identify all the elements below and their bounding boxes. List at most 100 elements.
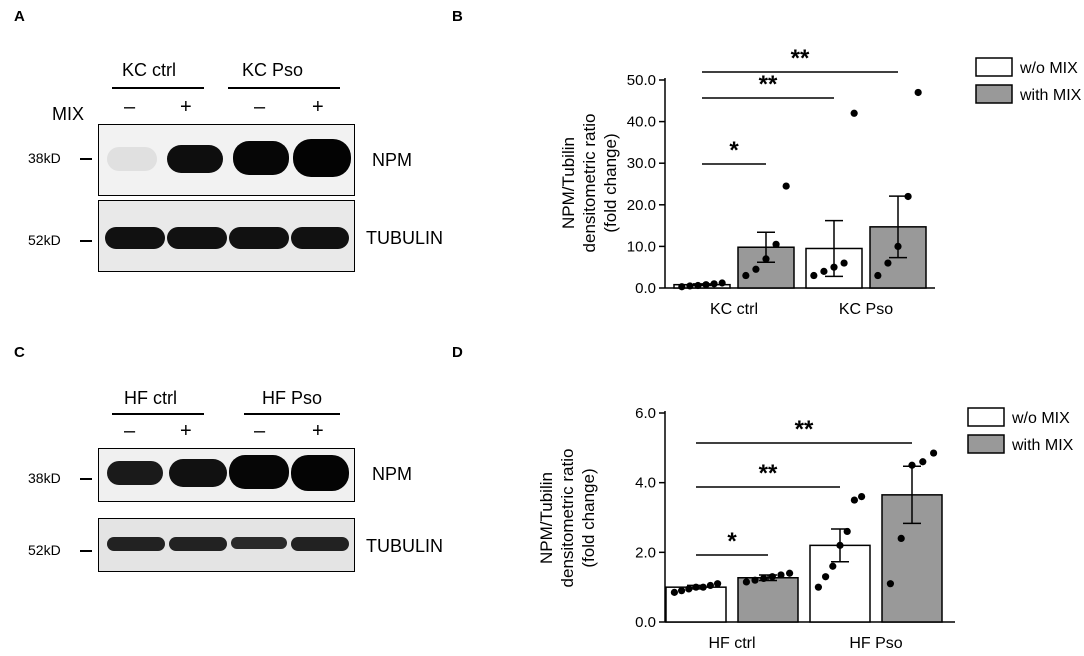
legend-swatch <box>967 407 1005 427</box>
data-point <box>930 449 938 457</box>
data-point <box>850 496 859 504</box>
band <box>233 141 289 175</box>
data-point <box>919 458 927 466</box>
y-axis-label: (fold change) <box>579 468 598 567</box>
blot-tubulin-kc <box>98 200 355 272</box>
sign-plus: + <box>312 420 324 442</box>
band <box>291 227 349 249</box>
data-point <box>814 583 823 591</box>
group-label-kc-pso: KC Pso <box>242 60 304 80</box>
legend-swatch <box>975 84 1013 104</box>
band <box>167 227 227 249</box>
data-point <box>897 534 905 543</box>
panel-letter-b: B <box>452 8 463 25</box>
y-tick-label: 0.0 <box>635 280 656 297</box>
data-point <box>685 585 693 593</box>
y-tick-label: 6.0 <box>635 405 656 422</box>
legend-swatch <box>975 57 1013 77</box>
group-underline-kc-pso <box>228 87 340 89</box>
x-tick-label: HF Pso <box>849 635 902 652</box>
x-tick-label: KC ctrl <box>710 301 758 318</box>
y-axis-label: densitometric ratio <box>558 449 577 588</box>
y-tick-label: 50.0 <box>627 72 656 89</box>
panel-letter-c: C <box>14 344 25 361</box>
panel-letter-d: D <box>452 344 463 361</box>
y-axis-label: NPM/Tubilin <box>537 472 556 564</box>
y-axis-label: NPM/Tubilin <box>559 137 578 229</box>
x-tick-label: KC Pso <box>839 301 893 318</box>
data-point <box>904 192 912 201</box>
y-axis-label: (fold change) <box>601 133 620 232</box>
data-point <box>836 541 844 549</box>
significance-label: * <box>729 137 739 164</box>
group-underline-hf-ctrl <box>112 413 204 415</box>
group-underline-hf-pso <box>244 413 340 415</box>
data-point <box>710 280 718 288</box>
treatment-label-mix: MIX <box>52 104 85 124</box>
band <box>231 537 287 549</box>
data-point <box>786 569 794 577</box>
blot-npm-hf <box>98 448 355 502</box>
band <box>107 537 165 551</box>
sign-minus: – <box>124 420 136 442</box>
data-point <box>699 583 707 591</box>
legend-swatch <box>967 434 1005 454</box>
data-point <box>884 259 892 267</box>
band <box>293 139 351 177</box>
data-point <box>670 588 679 596</box>
y-tick-label: 0.0 <box>635 614 656 631</box>
data-point <box>678 283 686 291</box>
y-tick-label: 4.0 <box>635 475 656 492</box>
band <box>107 461 163 485</box>
data-point <box>692 583 700 591</box>
data-point <box>810 271 818 280</box>
y-tick-label: 10.0 <box>627 238 656 255</box>
data-point <box>843 527 851 536</box>
data-point <box>840 259 848 267</box>
data-point <box>914 88 922 97</box>
sign-minus: – <box>124 96 136 118</box>
data-point <box>858 493 866 501</box>
data-point <box>742 578 751 586</box>
data-point <box>782 182 790 190</box>
band <box>107 147 157 171</box>
data-point <box>718 279 726 287</box>
y-tick-label: 40.0 <box>627 114 656 131</box>
band <box>169 459 227 487</box>
blot-tubulin-hf <box>98 518 355 572</box>
marker-38kd: 38kD <box>28 470 61 486</box>
marker-52kd: 52kD <box>28 542 61 558</box>
data-point <box>820 267 828 275</box>
protein-label-npm: NPM <box>372 464 412 484</box>
y-tick-label: 20.0 <box>627 197 656 214</box>
data-point <box>694 281 702 290</box>
marker-tick <box>80 240 92 242</box>
data-point <box>686 282 694 290</box>
sign-minus: – <box>254 96 266 118</box>
group-label-hf-ctrl: HF ctrl <box>124 388 177 408</box>
protein-label-npm: NPM <box>372 150 412 170</box>
panel-letter-a: A <box>14 8 25 25</box>
marker-38kd: 38kD <box>28 150 61 166</box>
sign-plus: + <box>312 96 324 118</box>
band <box>229 227 289 249</box>
sign-plus: + <box>180 96 192 118</box>
significance-label: ** <box>795 416 814 443</box>
band <box>169 537 227 551</box>
significance-label: * <box>727 528 737 555</box>
marker-tick <box>80 478 92 480</box>
band <box>105 227 165 249</box>
marker-52kd: 52kD <box>28 232 61 248</box>
y-tick-label: 30.0 <box>627 155 656 172</box>
data-point <box>762 255 770 263</box>
data-point <box>874 271 882 280</box>
band <box>229 455 289 489</box>
data-point <box>908 461 916 469</box>
significance-label: ** <box>759 460 778 487</box>
data-point <box>894 242 902 250</box>
data-point <box>760 574 768 583</box>
group-label-hf-pso: HF Pso <box>262 388 323 408</box>
y-axis-label: densitometric ratio <box>580 114 599 253</box>
